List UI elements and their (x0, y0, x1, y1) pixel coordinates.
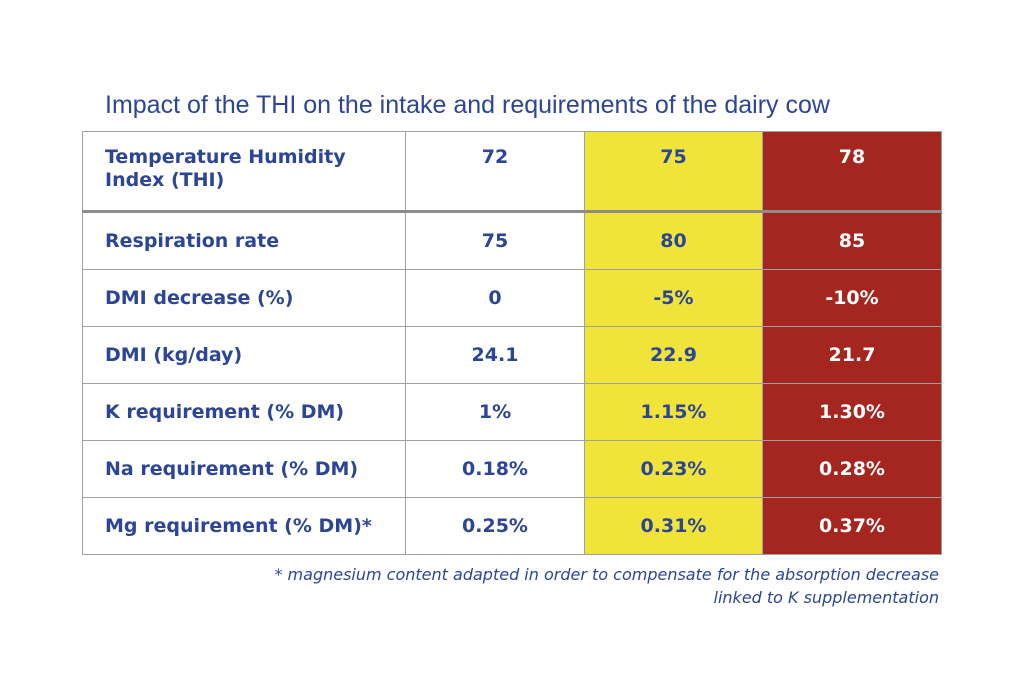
footnote-line-1: * magnesium content adapted in order to … (274, 565, 939, 584)
cell-thi-72: 0 (405, 269, 585, 327)
cell-thi-75: 1.15% (584, 383, 763, 441)
table-header-row: Temperature Humidity Index (THI) 72 75 7… (82, 131, 942, 213)
cell-thi-78: 21.7 (762, 326, 942, 384)
cell-thi-78: 1.30% (762, 383, 942, 441)
thi-table: Temperature Humidity Index (THI) 72 75 7… (82, 131, 942, 555)
cell-thi-72: 0.18% (405, 440, 585, 498)
cell-thi-78: -10% (762, 269, 942, 327)
cell-thi-72: 24.1 (405, 326, 585, 384)
cell-thi-75: 80 (584, 211, 763, 270)
row-label: Na requirement (% DM) (82, 440, 406, 498)
cell-thi-72: 75 (405, 211, 585, 270)
thi-header-78: 78 (762, 131, 942, 213)
cell-thi-78: 85 (762, 211, 942, 270)
cell-thi-75: -5% (584, 269, 763, 327)
cell-thi-72: 0.25% (405, 497, 585, 555)
footnote-line-2: linked to K supplementation (713, 588, 939, 607)
table-title: Impact of the THI on the intake and requ… (105, 91, 830, 119)
row-label: DMI (kg/day) (82, 326, 406, 384)
cell-thi-78: 0.37% (762, 497, 942, 555)
cell-thi-75: 0.31% (584, 497, 763, 555)
row-label: K requirement (% DM) (82, 383, 406, 441)
table-row-dmi: DMI (kg/day) 24.1 22.9 21.7 (82, 326, 942, 384)
row-label: Mg requirement (% DM)* (82, 497, 406, 555)
table-row-dmi-decrease: DMI decrease (%) 0 -5% -10% (82, 269, 942, 327)
table-row-respiration-rate: Respiration rate 75 80 85 (82, 211, 942, 270)
cell-thi-75: 0.23% (584, 440, 763, 498)
cell-thi-78: 0.28% (762, 440, 942, 498)
cell-thi-72: 1% (405, 383, 585, 441)
thi-header-label: Temperature Humidity Index (THI) (82, 131, 406, 213)
thi-header-72: 72 (405, 131, 585, 213)
table-row-mg-requirement: Mg requirement (% DM)* 0.25% 0.31% 0.37% (82, 497, 942, 555)
footnote: * magnesium content adapted in order to … (179, 563, 939, 609)
table-row-na-requirement: Na requirement (% DM) 0.18% 0.23% 0.28% (82, 440, 942, 498)
table-row-k-requirement: K requirement (% DM) 1% 1.15% 1.30% (82, 383, 942, 441)
cell-thi-75: 22.9 (584, 326, 763, 384)
row-label: Respiration rate (82, 211, 406, 270)
row-label: DMI decrease (%) (82, 269, 406, 327)
thi-header-75: 75 (584, 131, 763, 213)
